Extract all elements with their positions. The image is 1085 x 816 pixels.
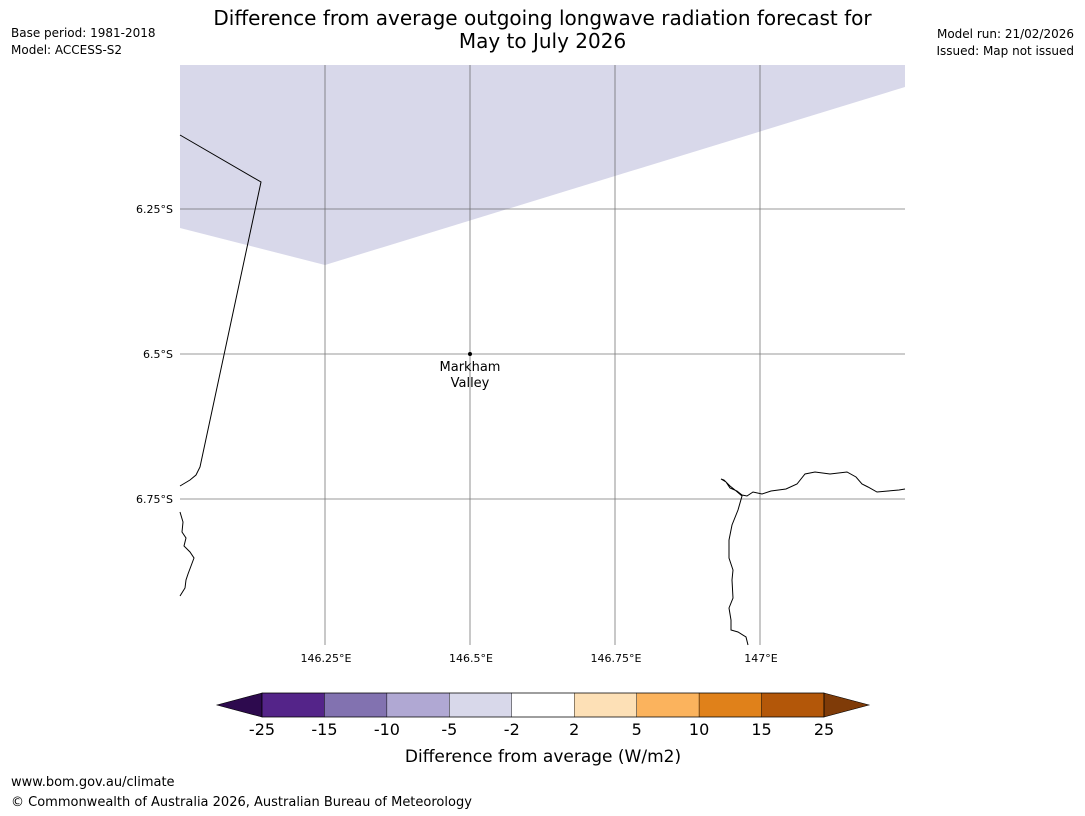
colorbar-extend-high: [823, 692, 871, 718]
model-run: Model run: 21/02/2026: [936, 27, 1074, 41]
lon-label-146-75: 146.75°E: [591, 652, 642, 665]
colorbar-segment: [636, 692, 700, 718]
markham-valley-marker: [468, 352, 472, 356]
colorbar-segment: [574, 692, 637, 718]
lat-label-6-5: 6.5°S: [143, 348, 173, 361]
lat-labels: 6.25°S 6.5°S 6.75°S: [136, 203, 173, 506]
title-line-1: Difference from average outgoing longwav…: [213, 6, 872, 30]
colorbar-tick-label: -2: [504, 720, 520, 739]
footer-url[interactable]: www.bom.gov.au/climate: [11, 775, 175, 790]
lat-label-6-75: 6.75°S: [136, 493, 173, 506]
colorbar-segment: [761, 692, 825, 718]
graticule: [180, 65, 905, 645]
colorbar: -25 -15 -10 -5 -2 2 5 10 15 25 Difference from av…: [215, 692, 871, 767]
colorbar-segments: [261, 692, 825, 718]
issued-status: Issued: Map not issued: [936, 44, 1074, 58]
lat-label-6-25: 6.25°S: [136, 203, 173, 216]
title-line-2: May to July 2026: [458, 29, 627, 53]
place-name-line-1: Markham: [440, 360, 501, 375]
coastline-west: [179, 511, 195, 597]
colorbar-tick-label: 2: [569, 720, 579, 739]
colorbar-segment: [324, 692, 388, 718]
lon-label-147: 147°E: [744, 652, 777, 665]
map-title: Difference from average outgoing longwav…: [190, 7, 895, 53]
colorbar-tick-label: 10: [689, 720, 709, 739]
coastline-east: [720, 471, 906, 646]
colorbar-ticks: -25 -15 -10 -5 -2 2 5 10 15 25: [249, 720, 834, 739]
colorbar-segment: [386, 692, 450, 718]
lon-label-146-25: 146.25°E: [301, 652, 352, 665]
colorbar-tick-label: -25: [249, 720, 275, 739]
colorbar-tick-label: -15: [311, 720, 337, 739]
anomaly-band-negative: [180, 65, 905, 265]
colorbar-segment: [261, 692, 325, 718]
colorbar-label: Difference from average (W/m2): [405, 747, 681, 767]
colorbar-segment: [698, 692, 762, 718]
model-name: Model: ACCESS-S2: [11, 43, 123, 57]
colorbar-tick-label: -5: [441, 720, 457, 739]
lon-labels: 146.25°E 146.5°E 146.75°E 147°E: [301, 652, 778, 665]
colorbar-segment: [511, 692, 575, 718]
colorbar-tick-label: 25: [814, 720, 834, 739]
lon-label-146-5: 146.5°E: [449, 652, 493, 665]
coastlines: [179, 134, 906, 646]
colorbar-tick-label: -10: [374, 720, 400, 739]
footer-copyright: © Commonwealth of Australia 2026, Austra…: [11, 795, 472, 810]
base-period: Base period: 1981-2018: [11, 26, 156, 40]
colorbar-extend-low: [215, 692, 263, 718]
colorbar-tick-label: 5: [632, 720, 642, 739]
colorbar-tick-label: 15: [751, 720, 771, 739]
place-name-line-2: Valley: [451, 376, 490, 391]
colorbar-outline: [261, 692, 825, 718]
border-line: [179, 134, 262, 487]
map-plot-area: Markham Valley: [179, 65, 906, 646]
colorbar-segment: [449, 692, 512, 718]
